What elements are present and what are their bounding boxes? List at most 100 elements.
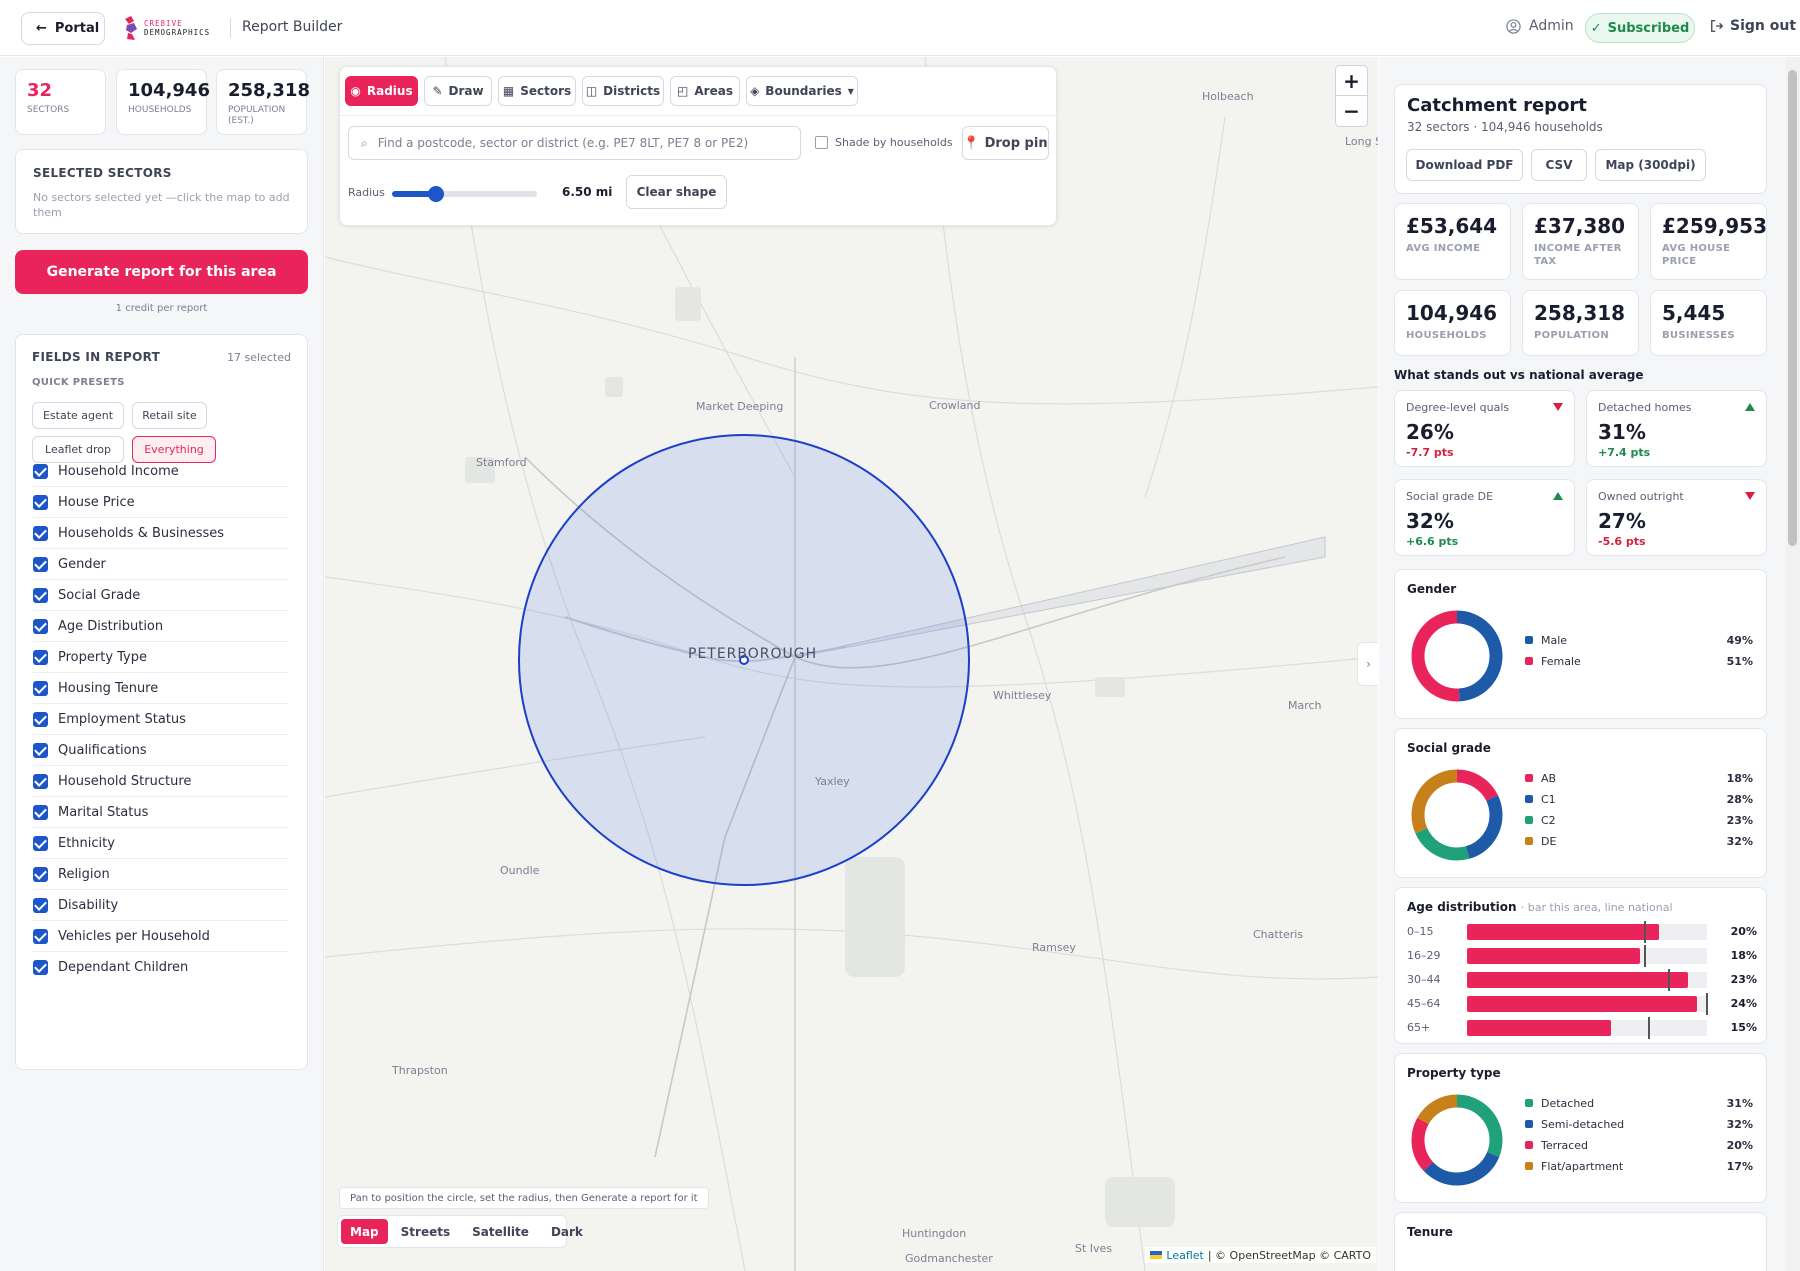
checkbox-checked[interactable] bbox=[33, 928, 48, 944]
tool-districts[interactable]: ◫ Districts bbox=[582, 76, 664, 106]
basemap-satellite[interactable]: Satellite bbox=[472, 1224, 529, 1239]
field-checkbox-row[interactable]: Dependant Children bbox=[33, 952, 289, 983]
preset-retail-site[interactable]: Retail site bbox=[132, 402, 207, 429]
legend-label: C1 bbox=[1541, 792, 1556, 806]
field-checkbox-row[interactable]: Households & Businesses bbox=[33, 518, 289, 549]
legend-value: 32% bbox=[1726, 834, 1753, 848]
checkbox-unchecked bbox=[815, 136, 828, 149]
field-checkbox-row[interactable]: Disability bbox=[33, 890, 289, 921]
zoom-control: + − bbox=[1335, 65, 1368, 127]
age-bar bbox=[1467, 996, 1698, 1012]
tenure-card: Tenure bbox=[1394, 1212, 1767, 1271]
field-checkbox-row[interactable]: Housing Tenure bbox=[33, 673, 289, 704]
map-place-label: St Ives bbox=[1075, 1242, 1113, 1255]
report-subtitle: 32 sectors · 104,946 households bbox=[1407, 120, 1603, 134]
map-toolbar: ◉ Radius ✎ Draw ▦ Sectors ◫ Districts ◰ Areas… bbox=[339, 66, 1058, 226]
checkbox-checked[interactable] bbox=[33, 742, 48, 758]
tool-sectors[interactable]: ▦ Sectors bbox=[498, 76, 576, 106]
checkbox-checked[interactable] bbox=[33, 618, 48, 634]
basemap-dark[interactable]: Dark bbox=[550, 1224, 583, 1239]
basemap-streets[interactable]: Streets bbox=[400, 1224, 451, 1239]
field-label: Qualifications bbox=[58, 742, 147, 758]
map-place-label: Chatteris bbox=[1253, 928, 1304, 941]
clear-shape-button[interactable]: Clear shape bbox=[626, 175, 727, 209]
checkbox-checked[interactable] bbox=[33, 711, 48, 727]
selected-sectors-card: SELECTED SECTORS No sectors selected yet… bbox=[15, 149, 308, 234]
zoom-out-button[interactable]: − bbox=[1343, 99, 1360, 123]
legend-value: 31% bbox=[1726, 1096, 1753, 1110]
preset-leaflet-drop[interactable]: Leaflet drop bbox=[32, 436, 124, 463]
checkbox-checked[interactable] bbox=[33, 960, 48, 975]
shade-by-households-checkbox[interactable]: Shade by households bbox=[815, 136, 953, 149]
checkbox-checked[interactable] bbox=[33, 525, 48, 541]
field-checkbox-row[interactable]: Gender bbox=[33, 549, 289, 580]
header-divider bbox=[230, 18, 231, 38]
basemap-graphic bbox=[325, 57, 1378, 1271]
national-marker bbox=[1706, 993, 1708, 1015]
checkbox-checked[interactable] bbox=[33, 494, 48, 510]
field-checkbox-row[interactable]: Property Type bbox=[33, 642, 289, 673]
age-bar bbox=[1467, 948, 1640, 964]
checkbox-checked[interactable] bbox=[33, 556, 48, 572]
checkbox-checked[interactable] bbox=[33, 804, 48, 820]
preset-estate-agent[interactable]: Estate agent bbox=[32, 402, 124, 429]
trend-up-icon bbox=[1745, 403, 1755, 411]
tool-areas[interactable]: ◰ Areas bbox=[670, 76, 740, 106]
fields-in-report-card: FIELDS IN REPORT 17 selected QUICK PRESE… bbox=[15, 334, 308, 1070]
checkbox-checked[interactable] bbox=[33, 463, 48, 479]
download-pdf-button[interactable]: Download PDF bbox=[1406, 149, 1523, 181]
age-label: 0–15 bbox=[1407, 925, 1434, 938]
field-checkbox-row[interactable]: Household Income bbox=[33, 456, 289, 487]
checkbox-checked[interactable] bbox=[33, 897, 48, 913]
field-checkbox-row[interactable]: Vehicles per Household bbox=[33, 921, 289, 952]
legend-value: 17% bbox=[1726, 1159, 1753, 1173]
zoom-in-button[interactable]: + bbox=[1336, 66, 1367, 96]
field-label: Households & Businesses bbox=[58, 525, 225, 541]
field-checkbox-row[interactable]: Religion bbox=[33, 859, 289, 890]
field-checkbox-row[interactable]: House Price bbox=[33, 487, 289, 518]
field-checkbox-row[interactable]: Ethnicity bbox=[33, 828, 289, 859]
report-scrollbar-thumb[interactable] bbox=[1788, 70, 1797, 546]
checkbox-checked[interactable] bbox=[33, 866, 48, 882]
page-title: Report Builder bbox=[242, 19, 343, 35]
tool-boundaries-dropdown[interactable]: ◈ Boundaries ▼ bbox=[746, 76, 858, 106]
download-map-button[interactable]: Map (300dpi) bbox=[1595, 149, 1706, 181]
generate-report-button[interactable]: Generate report for this area bbox=[15, 250, 308, 294]
checkbox-checked[interactable] bbox=[33, 649, 48, 665]
back-to-portal-button[interactable]: ← Portal bbox=[21, 12, 105, 45]
tool-radius[interactable]: ◉ Radius bbox=[345, 76, 418, 106]
radius-slider-handle[interactable] bbox=[427, 186, 444, 202]
legend-item: Terraced 20% bbox=[1525, 1139, 1753, 1152]
download-csv-button[interactable]: CSV bbox=[1531, 149, 1587, 181]
collapse-panel-button[interactable]: › bbox=[1357, 642, 1378, 686]
field-checkbox-row[interactable]: Household Structure bbox=[33, 766, 289, 797]
checkbox-checked[interactable] bbox=[33, 835, 48, 851]
sectors-stat: 32 SECTORS bbox=[15, 69, 106, 135]
checkbox-checked[interactable] bbox=[33, 680, 48, 696]
field-checkbox-row[interactable]: Marital Status bbox=[33, 797, 289, 828]
field-checkbox-row[interactable]: Qualifications bbox=[33, 735, 289, 766]
pin-icon: 📍 bbox=[963, 135, 980, 151]
tool-draw[interactable]: ✎ Draw bbox=[424, 76, 492, 106]
location-search-input[interactable]: ⌕ Find a postcode, sector or district (e… bbox=[348, 126, 801, 160]
age-bar bbox=[1467, 972, 1688, 988]
preset-everything[interactable]: Everything bbox=[132, 436, 216, 463]
checkbox-checked[interactable] bbox=[33, 587, 48, 603]
age-bar bbox=[1467, 1020, 1611, 1036]
leaflet-link[interactable]: Leaflet bbox=[1166, 1248, 1204, 1262]
arrow-left-icon: ← bbox=[36, 21, 47, 36]
field-label: House Price bbox=[58, 494, 135, 510]
sign-out-button[interactable]: Sign out bbox=[1710, 18, 1796, 34]
map-canvas[interactable]: Holbeach Long S Market Deeping Crowland … bbox=[325, 57, 1378, 1271]
brand-logo[interactable]: CRE8IVE DEMOGRAPHICS bbox=[122, 14, 220, 42]
drop-pin-button[interactable]: 📍 Drop pin bbox=[962, 126, 1049, 160]
basemap-map[interactable]: Map bbox=[341, 1219, 388, 1244]
field-label: Property Type bbox=[58, 649, 148, 665]
radius-slider[interactable] bbox=[392, 186, 537, 202]
field-checkbox-row[interactable]: Age Distribution bbox=[33, 611, 289, 642]
field-checkbox-row[interactable]: Employment Status bbox=[33, 704, 289, 735]
admin-menu[interactable]: Admin bbox=[1506, 18, 1574, 34]
field-checkbox-row[interactable]: Social Grade bbox=[33, 580, 289, 611]
legend-item: C1 28% bbox=[1525, 793, 1753, 806]
checkbox-checked[interactable] bbox=[33, 773, 48, 789]
